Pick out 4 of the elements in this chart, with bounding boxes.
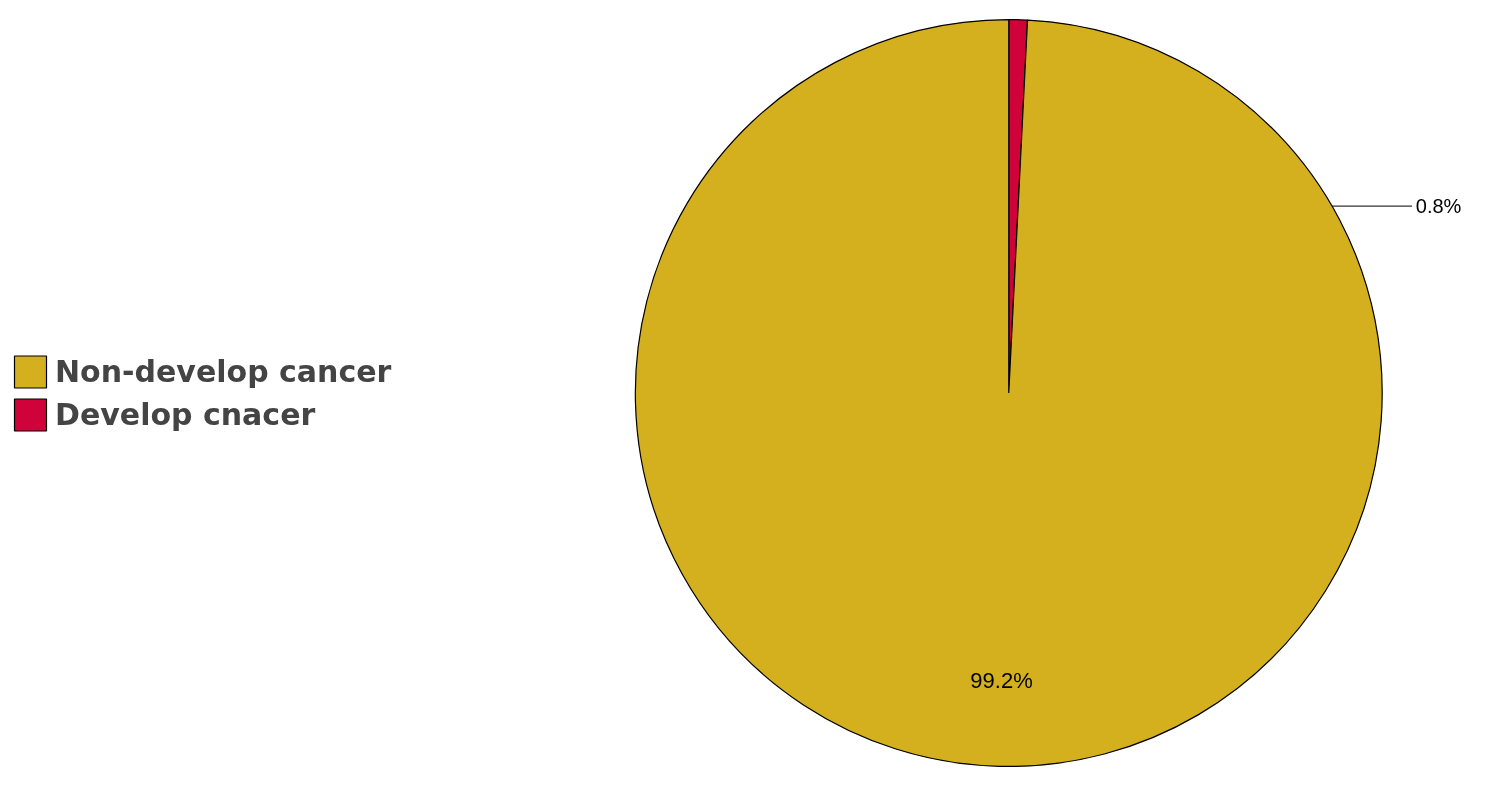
legend-label: Develop cnacer [55,396,316,432]
data-label: 0.8% [1415,195,1462,218]
legend-label: Non-develop cancer [55,353,392,389]
data-label: 99.2% [970,668,1033,694]
